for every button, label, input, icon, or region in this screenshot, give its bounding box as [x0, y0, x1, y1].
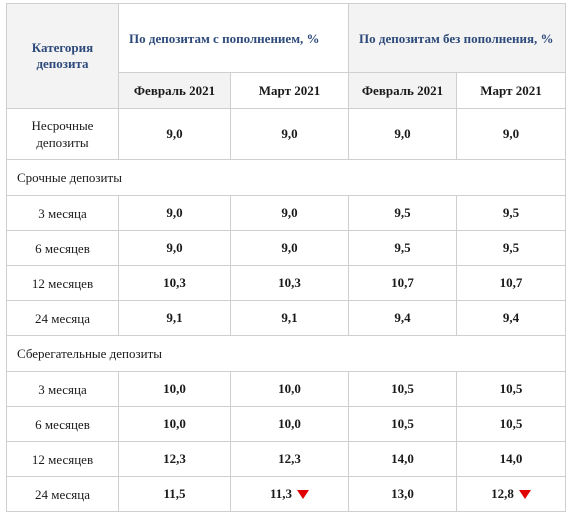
rate-cell: 9,0 — [230, 195, 349, 231]
rate-cell: 10,5 — [456, 406, 566, 442]
table-row: 3 месяца 9,0 9,0 9,5 9,5 — [6, 195, 566, 231]
table-row: 12 месяцев 12,3 12,3 14,0 14,0 — [6, 441, 566, 477]
rate-cell: 10,5 — [456, 371, 566, 407]
rate-cell: 12,3 — [230, 441, 349, 477]
table-row: 24 месяца 9,1 9,1 9,4 9,4 — [6, 300, 566, 336]
deposit-rates-table: Категория депозита По депозитам с пополн… — [6, 3, 566, 512]
rate-cell: 10,0 — [118, 406, 231, 442]
row-label: Несрочные депозиты — [6, 108, 119, 160]
rate-value: 11,3 — [269, 486, 293, 501]
rate-cell: 9,0 — [230, 108, 349, 160]
rate-cell: 12,3 — [118, 441, 231, 477]
rate-cell: 10,3 — [118, 265, 231, 301]
rate-cell: 9,0 — [118, 230, 231, 266]
rate-cell: 9,1 — [230, 300, 349, 336]
rate-cell: 9,0 — [348, 108, 457, 160]
rate-cell: 9,5 — [348, 195, 457, 231]
month-header: Февраль 2021 — [348, 72, 457, 109]
rate-cell: 10,0 — [230, 371, 349, 407]
rate-cell-decreased: 11,3 — [230, 476, 349, 512]
table-row: Несрочные депозиты 9,0 9,0 9,0 9,0 — [6, 108, 566, 160]
rate-cell: 9,0 — [456, 108, 566, 160]
rate-cell: 11,5 — [118, 476, 231, 512]
rate-cell: 10,5 — [348, 406, 457, 442]
rate-cell: 9,5 — [348, 230, 457, 266]
row-label: 12 месяцев — [6, 265, 119, 301]
rate-cell: 9,1 — [118, 300, 231, 336]
rate-cell: 14,0 — [348, 441, 457, 477]
row-label: 6 месяцев — [6, 230, 119, 266]
rate-cell: 13,0 — [348, 476, 457, 512]
rate-cell: 10,3 — [230, 265, 349, 301]
rate-cell: 9,4 — [348, 300, 457, 336]
row-label: 6 месяцев — [6, 406, 119, 442]
month-header: Февраль 2021 — [118, 72, 231, 109]
rate-cell: 10,5 — [348, 371, 457, 407]
rate-cell: 14,0 — [456, 441, 566, 477]
section-title: Срочные депозиты — [6, 159, 566, 196]
section-title: Сберегательные депозиты — [6, 335, 566, 372]
section-row: Срочные депозиты — [6, 159, 566, 196]
rate-cell: 10,0 — [230, 406, 349, 442]
row-label: 3 месяца — [6, 371, 119, 407]
rate-cell: 9,4 — [456, 300, 566, 336]
rate-value: 12,8 — [491, 486, 514, 501]
rate-cell: 9,0 — [118, 195, 231, 231]
group-header-without-replenishment: По депозитам без пополнения, % — [348, 3, 566, 73]
rate-cell: 10,7 — [456, 265, 566, 301]
row-label: 24 месяца — [6, 300, 119, 336]
month-header: Март 2021 — [456, 72, 566, 109]
table-row: 3 месяца 10,0 10,0 10,5 10,5 — [6, 371, 566, 407]
rate-cell: 9,0 — [118, 108, 231, 160]
group-header-with-replenishment: По депозитам с пополнением, % — [118, 3, 349, 73]
rate-cell: 10,0 — [118, 371, 231, 407]
rate-cell: 9,0 — [230, 230, 349, 266]
month-header: Март 2021 — [230, 72, 349, 109]
rate-cell-decreased: 12,8 — [456, 476, 566, 512]
rate-cell: 10,7 — [348, 265, 457, 301]
rate-cell: 9,5 — [456, 195, 566, 231]
table-row: 6 месяцев 10,0 10,0 10,5 10,5 — [6, 406, 566, 442]
row-label: 24 месяца — [6, 476, 119, 512]
down-triangle-icon — [297, 489, 310, 499]
row-label: 3 месяца — [6, 195, 119, 231]
category-header: Категория депозита — [6, 3, 119, 109]
deposit-rates-table-container: Категория депозита По депозитам с пополн… — [6, 3, 566, 512]
table-row: 12 месяцев 10,3 10,3 10,7 10,7 — [6, 265, 566, 301]
row-label: 12 месяцев — [6, 441, 119, 477]
rate-cell: 9,5 — [456, 230, 566, 266]
table-row: 6 месяцев 9,0 9,0 9,5 9,5 — [6, 230, 566, 266]
table-row: 24 месяца 11,5 11,3 13,0 12,8 — [6, 476, 566, 512]
section-row: Сберегательные депозиты — [6, 335, 566, 372]
down-triangle-icon — [518, 489, 531, 499]
